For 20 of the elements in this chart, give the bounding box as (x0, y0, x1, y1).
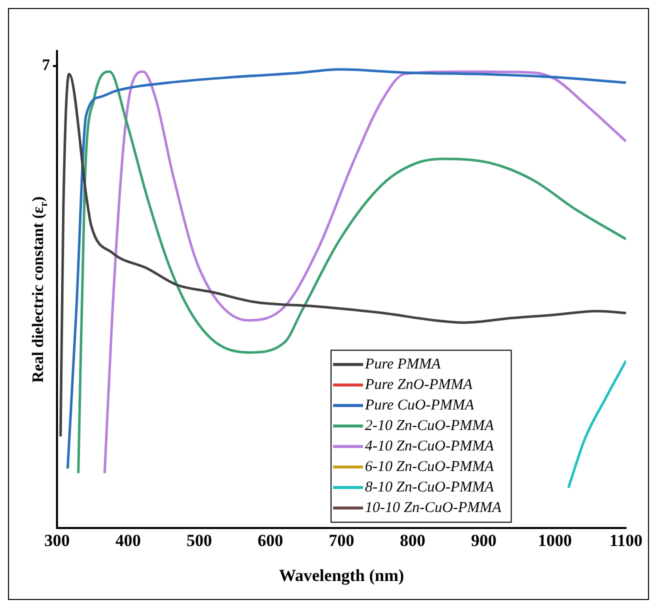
legend-label: 2-10 Zn-CuO-PMMA (365, 418, 495, 434)
x-tick-label: 1100 (609, 530, 643, 550)
y-axis-title: Real dielectric constant (εr) (30, 196, 50, 383)
x-tick-label: 600 (258, 530, 284, 550)
x-tick-label: 900 (471, 530, 496, 550)
text: 7 (42, 57, 50, 74)
legend-label: 10-10 Zn-CuO-PMMA (365, 500, 502, 516)
x-tick-label: 300 (44, 530, 70, 550)
x-tick-label: 400 (115, 530, 141, 550)
legend-label: 4-10 Zn-CuO-PMMA (365, 438, 495, 454)
legend-label: Pure CuO-PMMA (364, 397, 475, 414)
x-tick-label: 800 (400, 530, 426, 550)
x-tick-label: 700 (328, 530, 354, 550)
x-tick-label: 1000 (538, 530, 572, 550)
legend-label: 6-10 Zn-CuO-PMMA (365, 458, 495, 475)
legend-label: Pure PMMA (364, 356, 442, 372)
x-tick-label: 500 (186, 530, 212, 550)
legend-label: Pure ZnO-PMMA (364, 376, 474, 393)
x-axis-title: Wavelength (nm) (278, 566, 404, 586)
legend-label: 8-10 Zn-CuO-PMMA (365, 479, 495, 496)
